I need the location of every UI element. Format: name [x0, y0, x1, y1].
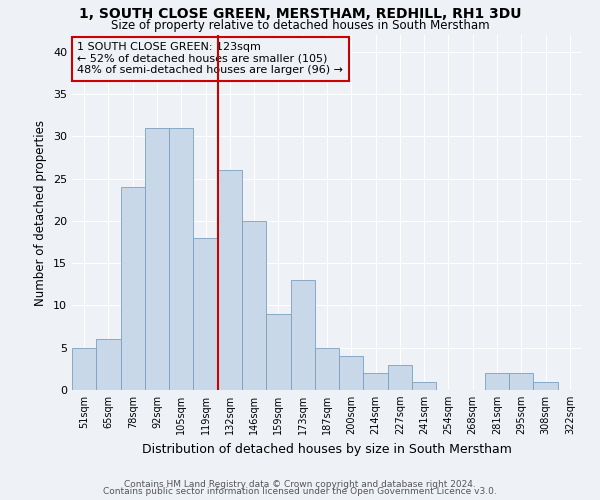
Bar: [339, 356, 364, 390]
Y-axis label: Number of detached properties: Number of detached properties: [34, 120, 47, 306]
Bar: [96, 340, 121, 390]
X-axis label: Distribution of detached houses by size in South Merstham: Distribution of detached houses by size …: [142, 442, 512, 456]
Text: Contains HM Land Registry data © Crown copyright and database right 2024.: Contains HM Land Registry data © Crown c…: [124, 480, 476, 489]
Text: 1 SOUTH CLOSE GREEN: 123sqm
← 52% of detached houses are smaller (105)
48% of se: 1 SOUTH CLOSE GREEN: 123sqm ← 52% of det…: [77, 42, 343, 76]
Bar: [266, 314, 290, 390]
Bar: [218, 170, 242, 390]
Bar: [315, 348, 339, 390]
Bar: [509, 373, 533, 390]
Text: Contains public sector information licensed under the Open Government Licence v3: Contains public sector information licen…: [103, 488, 497, 496]
Bar: [533, 382, 558, 390]
Bar: [290, 280, 315, 390]
Bar: [193, 238, 218, 390]
Bar: [388, 364, 412, 390]
Bar: [121, 187, 145, 390]
Bar: [364, 373, 388, 390]
Bar: [145, 128, 169, 390]
Text: Size of property relative to detached houses in South Merstham: Size of property relative to detached ho…: [110, 19, 490, 32]
Bar: [72, 348, 96, 390]
Bar: [242, 221, 266, 390]
Bar: [169, 128, 193, 390]
Bar: [485, 373, 509, 390]
Bar: [412, 382, 436, 390]
Text: 1, SOUTH CLOSE GREEN, MERSTHAM, REDHILL, RH1 3DU: 1, SOUTH CLOSE GREEN, MERSTHAM, REDHILL,…: [79, 8, 521, 22]
